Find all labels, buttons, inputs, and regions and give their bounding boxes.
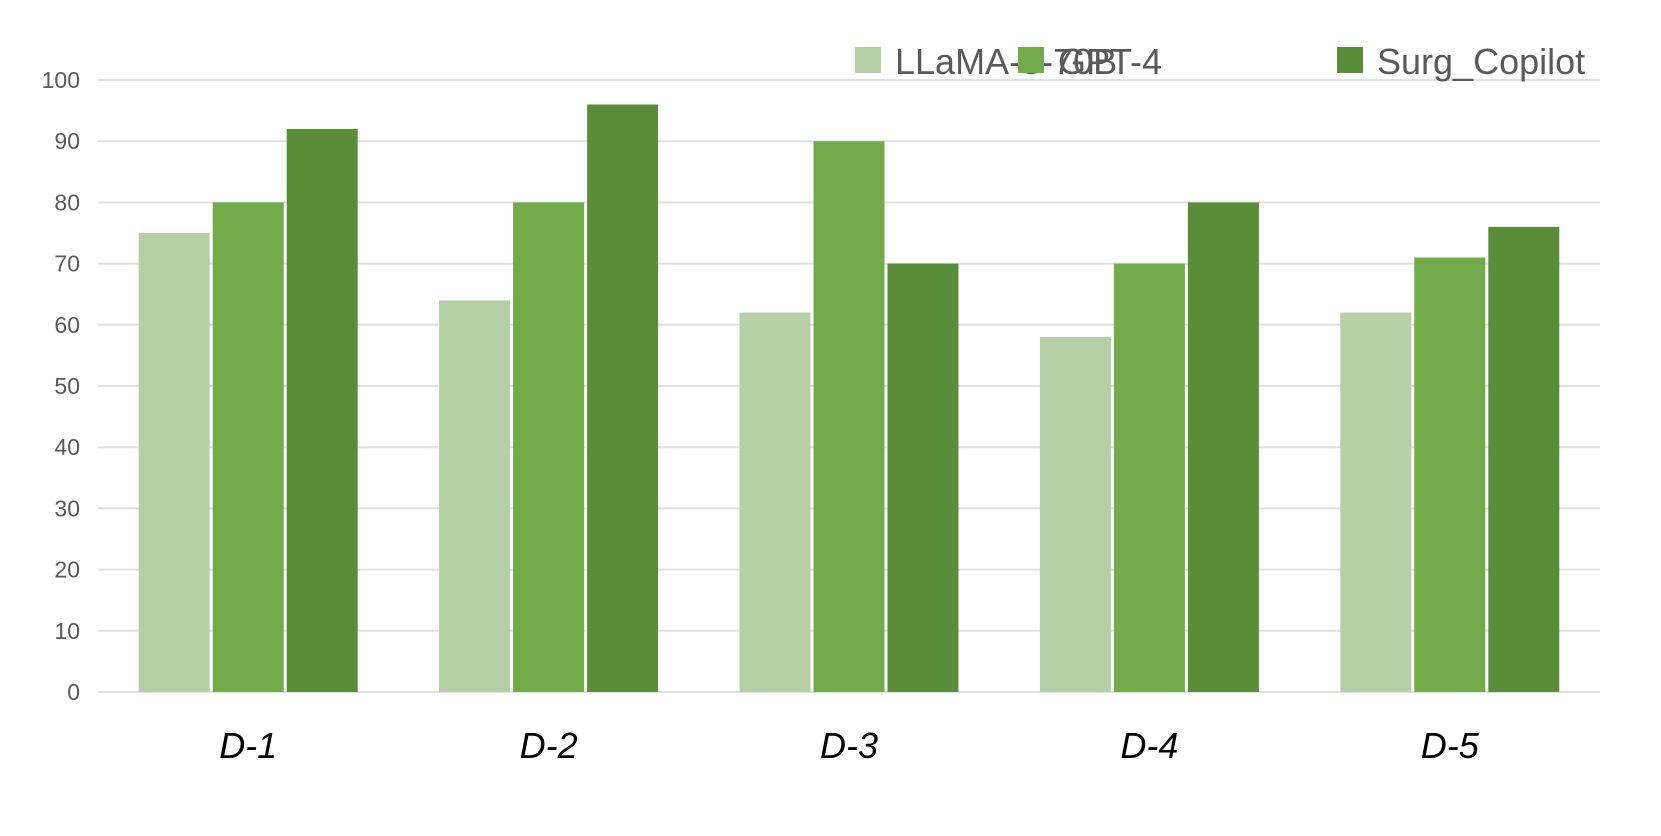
- y-tick-label: 50: [54, 373, 80, 399]
- x-category-label: D-4: [1120, 725, 1178, 766]
- bar-surg-copilot-d-2: [587, 104, 659, 693]
- bar-surg-copilot-d-1: [286, 128, 358, 692]
- bar-gpt-4-d-3: [813, 141, 885, 692]
- bar-surg-copilot-d-3: [887, 263, 959, 692]
- bar-surg-copilot-d-4: [1187, 202, 1259, 692]
- y-tick-label: 20: [54, 557, 80, 583]
- legend-swatch: [855, 47, 881, 73]
- x-category-label: D-2: [520, 725, 578, 766]
- y-tick-label: 30: [54, 495, 80, 521]
- y-tick-label: 80: [54, 189, 80, 215]
- x-category-label: D-1: [219, 725, 277, 766]
- y-tick-label: 90: [54, 128, 80, 154]
- legend-label: GPT-4: [1058, 41, 1162, 82]
- x-category-label: D-5: [1421, 725, 1480, 766]
- y-tick-label: 70: [54, 251, 80, 277]
- bar-llama-3-70b-d-3: [739, 312, 811, 692]
- bar-llama-3-70b-d-2: [439, 300, 511, 692]
- legend-item: Surg_Copilot: [1337, 41, 1585, 82]
- bar-surg-copilot-d-5: [1488, 226, 1560, 692]
- legend-swatch: [1018, 47, 1044, 73]
- legend-label: LLaMA-3-70B: [895, 41, 1117, 82]
- x-category-label: D-3: [820, 725, 878, 766]
- bar-gpt-4-d-1: [212, 202, 284, 692]
- y-tick-label: 10: [54, 618, 80, 644]
- legend-label: Surg_Copilot: [1377, 41, 1585, 82]
- bar-llama-3-70b-d-5: [1340, 312, 1412, 692]
- legend-item: GPT-4: [1018, 41, 1162, 82]
- bars: [138, 104, 1560, 693]
- bar-gpt-4-d-2: [513, 202, 585, 692]
- bar-gpt-4-d-5: [1414, 257, 1486, 692]
- legend-item: LLaMA-3-70B: [855, 41, 1117, 82]
- legend-swatch: [1337, 47, 1363, 73]
- y-tick-label: 100: [42, 67, 80, 93]
- y-axis-ticks: 0 10 20 30 40 50 60 70 80 90 100: [42, 67, 80, 705]
- y-tick-label: 0: [67, 679, 80, 705]
- y-tick-label: 60: [54, 312, 80, 338]
- bar-gpt-4-d-4: [1113, 263, 1185, 692]
- y-tick-label: 40: [54, 434, 80, 460]
- bar-llama-3-70b-d-1: [138, 233, 210, 692]
- x-axis-categories: D-1 D-2 D-3 D-4 D-5: [219, 725, 1480, 766]
- bar-llama-3-70b-d-4: [1039, 337, 1111, 692]
